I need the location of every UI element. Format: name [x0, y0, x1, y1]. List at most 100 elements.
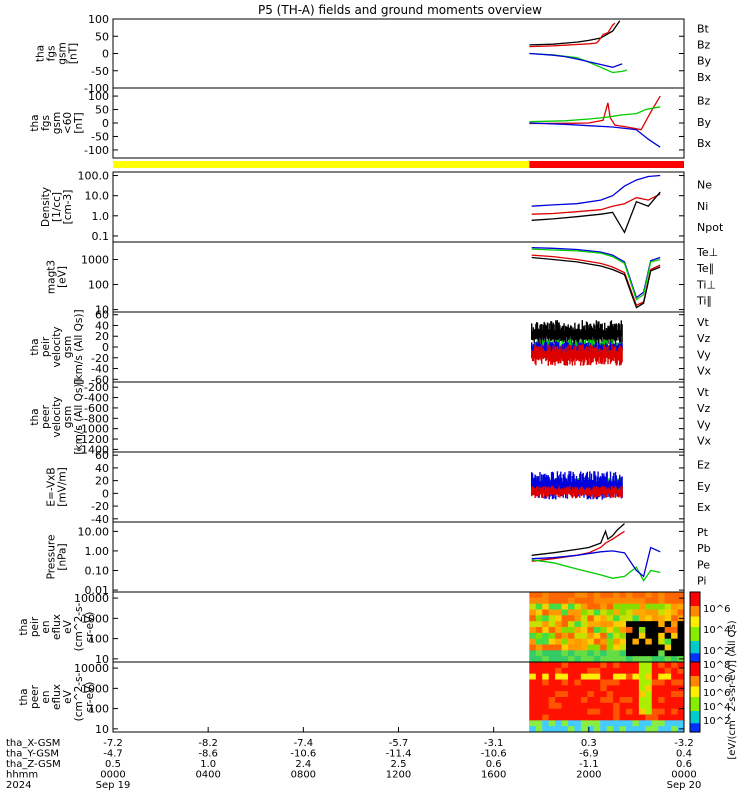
- mode-bar: [113, 161, 684, 168]
- y-tick-label: -600: [84, 402, 109, 415]
- heatmap-cell: [619, 592, 627, 599]
- heatmap-cell: [677, 621, 685, 628]
- heatmap-cell: [542, 638, 550, 645]
- heatmap-cell: [568, 662, 575, 669]
- colorbar-tick: 10^6: [703, 688, 730, 699]
- heatmap-cell: [548, 702, 556, 710]
- heatmap-cell: [619, 615, 627, 622]
- heatmap-cell: [671, 615, 679, 622]
- heatmap-cell: [632, 621, 640, 628]
- heatmap-cell: [671, 597, 679, 605]
- heatmap-cell: [561, 720, 569, 727]
- heatmap-cell: [580, 597, 588, 605]
- series-pi: [531, 546, 661, 578]
- heatmap-cell: [568, 621, 575, 628]
- heatmap-cell: [671, 708, 679, 715]
- legend-vy: Vy: [697, 348, 711, 361]
- heatmap-cell: [613, 597, 621, 605]
- heatmap-cell: [606, 673, 614, 680]
- heatmap-cell: [548, 638, 556, 645]
- heatmap-cell: [645, 621, 653, 628]
- colorbar-bottom: [690, 695, 700, 698]
- heatmap-cell: [651, 708, 659, 715]
- heatmap-cell: [548, 685, 556, 692]
- heatmap-cell: [671, 621, 679, 628]
- panel-temperature: 1000 100 10 magt3 [eV] Te⊥ Te∥ Ti⊥ Ti∥: [46, 241, 718, 317]
- heatmap-cell: [613, 615, 621, 622]
- heatmap-cell: [651, 627, 659, 634]
- colorbar-top: [690, 613, 700, 616]
- panel-pressure: 10.00 1.00 0.10 0.01 Pressure [nPa] Pt Pb Pe Pi: [46, 521, 711, 597]
- heatmap-cell: [619, 726, 627, 733]
- series-pe: [531, 559, 661, 583]
- heatmap-cell: [529, 603, 537, 610]
- heatmap-cell: [606, 726, 614, 733]
- heatmap-cell: [587, 621, 595, 628]
- heatmap-cell: [664, 708, 672, 715]
- y-tick-label: 100: [88, 703, 109, 716]
- heatmap-cell: [535, 632, 543, 640]
- heatmap-cell: [574, 702, 582, 710]
- y-axis-label-line: gsm: [57, 42, 69, 64]
- heatmap-cell: [548, 632, 556, 640]
- y-tick-label: 100: [88, 90, 109, 103]
- y-tick-label: 20: [95, 475, 109, 488]
- heatmap-cell: [645, 673, 653, 680]
- heatmap-cell: [651, 679, 659, 686]
- colorbar-bottom: [690, 716, 700, 719]
- y-tick-label: 1000: [81, 612, 109, 625]
- heatmap-cell: [626, 592, 633, 599]
- heatmap-cell: [626, 662, 633, 669]
- heatmap-cell: [613, 662, 621, 669]
- heatmap-cell: [671, 667, 679, 675]
- heatmap-cell: [593, 638, 601, 645]
- heatmap-cell: [619, 685, 627, 692]
- y-tick-label: 60: [95, 449, 109, 462]
- heatmap-cell: [671, 679, 679, 686]
- heatmap-cell: [645, 714, 653, 721]
- heatmap-cell: [600, 609, 608, 616]
- heatmap-cell: [677, 603, 685, 610]
- colorbar-bottom: [690, 707, 700, 710]
- heatmap-cell: [568, 685, 575, 692]
- heatmap-cell: [619, 702, 627, 710]
- heatmap-cell: [535, 726, 543, 733]
- y-axis-label-line: eflux: [51, 684, 63, 710]
- heatmap-cell: [580, 708, 588, 715]
- colorbar-bottom: [690, 725, 700, 728]
- colorbar-bottom: [690, 719, 700, 723]
- y-tick-label: 0.1: [92, 230, 110, 243]
- colorbar-top: [690, 660, 700, 663]
- heatmap-cell: [632, 720, 640, 727]
- colorbar-top: [690, 634, 700, 637]
- heatmap-cell: [555, 644, 563, 651]
- heatmap-cell: [555, 621, 563, 628]
- x-tick-label: 1.0: [200, 759, 216, 770]
- heatmap-cell: [587, 673, 595, 680]
- heatmap-cell: [613, 679, 621, 686]
- heatmap-cell: [548, 697, 556, 704]
- heatmap-cell: [638, 702, 646, 710]
- heatmap-cell: [645, 627, 653, 634]
- heatmap-cell: [587, 656, 595, 663]
- heatmap-cell: [645, 720, 653, 727]
- heatmap-cell: [606, 720, 614, 727]
- heatmap-cell: [542, 673, 550, 680]
- heatmap-cell: [671, 592, 679, 599]
- heatmap-cell: [561, 597, 569, 605]
- heatmap-cell: [651, 592, 659, 599]
- x-tick-label: -3.2: [674, 738, 694, 749]
- heatmap-cell: [619, 627, 627, 634]
- heatmap-cell: [632, 702, 640, 710]
- legend-ez: Ez: [697, 459, 710, 472]
- series-ni: [531, 191, 661, 234]
- heatmap-cell: [574, 650, 582, 657]
- heatmap-cell: [651, 673, 659, 680]
- heatmap-cell: [535, 691, 543, 698]
- heatmap-cell: [626, 714, 633, 721]
- x-tick-label: 0800: [291, 770, 316, 781]
- heatmap-cell: [671, 632, 679, 640]
- heatmap-cell: [638, 662, 646, 669]
- x-tick-label: 2.4: [295, 759, 311, 770]
- heatmap-cell: [542, 662, 550, 669]
